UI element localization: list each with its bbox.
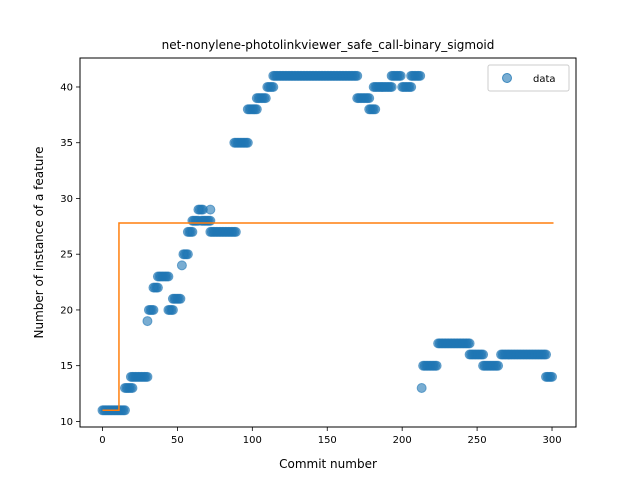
fit-line (102, 222, 554, 412)
data-point (176, 260, 187, 271)
data-point (478, 349, 489, 360)
data-point (205, 204, 216, 215)
legend-label-data: data (533, 74, 556, 85)
data-point (370, 104, 381, 115)
y-axis-ticks: 10 15 20 25 30 35 40 (60, 82, 80, 428)
legend: data (487, 64, 570, 92)
y-tick-label: 25 (60, 250, 73, 261)
data-point (268, 81, 279, 92)
y-tick-label: 15 (60, 361, 73, 372)
legend-box (487, 64, 570, 92)
data-point (386, 81, 397, 92)
data-point (152, 282, 163, 293)
data-point (242, 137, 253, 148)
data-point (406, 81, 417, 92)
y-tick-label: 30 (60, 194, 73, 205)
data-point (416, 382, 427, 393)
x-tick-label: 250 (468, 435, 487, 446)
chart-title: net-nonylene-photolinkviewer_safe_call-b… (162, 38, 495, 52)
data-point (127, 382, 138, 393)
axes-frame (79, 57, 577, 428)
data-point (541, 349, 552, 360)
data-point (163, 271, 174, 282)
data-point (493, 360, 504, 371)
data-point (142, 371, 153, 382)
y-tick-label: 35 (60, 138, 73, 149)
x-tick-label: 150 (318, 435, 337, 446)
y-tick-label: 20 (60, 305, 73, 316)
data-point (395, 70, 406, 81)
data-point (148, 304, 159, 315)
data-point (187, 226, 198, 237)
data-point (464, 338, 475, 349)
data-point (119, 405, 130, 416)
fit-line-layer (102, 222, 554, 412)
x-tick-label: 100 (243, 435, 262, 446)
data-point (175, 293, 186, 304)
data-point (431, 360, 442, 371)
data-point (230, 226, 241, 237)
x-tick-label: 0 (99, 435, 105, 446)
x-axis-label: Commit number (279, 457, 377, 471)
data-point (167, 304, 178, 315)
x-tick-label: 300 (542, 435, 561, 446)
data-point (251, 104, 262, 115)
data-point (260, 93, 271, 104)
y-axis-label: Number of instance of a feature (32, 147, 46, 339)
data-point (364, 93, 375, 104)
data-point (182, 249, 193, 260)
y-tick-label: 10 (60, 417, 73, 428)
x-tick-label: 50 (171, 435, 184, 446)
x-tick-label: 200 (393, 435, 412, 446)
y-tick-label: 40 (60, 82, 73, 93)
x-axis-ticks: 0 50 100 150 200 250 300 (99, 427, 562, 446)
data-point (415, 70, 426, 81)
data-point (547, 371, 558, 382)
data-point (352, 70, 363, 81)
legend-marker (502, 73, 512, 83)
data-point (142, 316, 153, 327)
data-point (205, 215, 216, 226)
